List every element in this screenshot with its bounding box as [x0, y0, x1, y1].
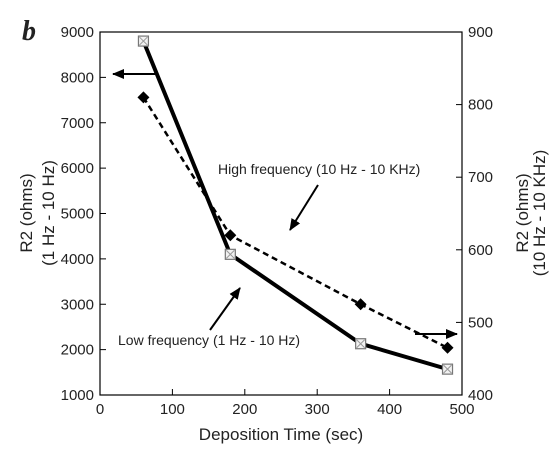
high-frequency-pointer-arrow: [289, 184, 319, 231]
x-axis-ticks: 0 100 200 300 400 500: [96, 389, 475, 418]
high-frequency-point: [137, 91, 150, 104]
y-left-axis-ticks: 1000 2000 3000 4000 5000 6000 7000 8000 9000: [61, 24, 106, 404]
y-right-tick-label: 800: [468, 97, 493, 114]
high-frequency-series-line: [142, 96, 449, 349]
y-left-tick-label: 9000: [61, 24, 94, 41]
high-frequency-point: [354, 298, 367, 311]
high-frequency-point: [441, 341, 454, 354]
series-layer: [137, 35, 454, 375]
y-left-tick-label: 6000: [61, 160, 94, 177]
y-left-tick-label: 2000: [61, 342, 94, 359]
low-frequency-pointer-arrow: [209, 287, 241, 331]
x-tick-label: 200: [232, 401, 257, 418]
high-frequency-annotation: High frequency (10 Hz - 10 KHz): [218, 161, 420, 177]
x-tick-label: 400: [377, 401, 402, 418]
x-tick-label: 500: [449, 401, 474, 418]
y-left-tick-label: 8000: [61, 69, 94, 86]
y-left-tick-label: 7000: [61, 115, 94, 132]
marker-cross-stroke: [356, 339, 365, 349]
y-right-tick-label: 700: [468, 169, 493, 186]
marker-cross-stroke: [225, 249, 235, 259]
y-right-axis-title: R2 (ohms): [513, 173, 532, 252]
y-left-tick-label: 1000: [61, 387, 94, 404]
y-left-tick-label: 5000: [61, 206, 94, 223]
y-right-tick-label: 500: [468, 314, 493, 331]
low-frequency-point: [355, 338, 367, 350]
y-right-axis-subtitle: (10 Hz - 10 KHz): [530, 150, 549, 277]
high-frequency-point: [224, 229, 237, 242]
marker-cross-stroke: [139, 36, 148, 46]
low-frequency-series-line: [141, 40, 449, 372]
x-tick-label: 100: [160, 401, 185, 418]
y-right-tick-label: 900: [468, 24, 493, 41]
y-left-tick-label: 4000: [61, 251, 94, 268]
x-axis-title: Deposition Time (sec): [199, 425, 363, 444]
low-frequency-point: [224, 248, 236, 260]
low-frequency-annotation: Low frequency (1 Hz - 10 Hz): [118, 332, 300, 348]
marker-cross-stroke: [443, 364, 452, 374]
y-right-axis-ticks: 400 500 600 700 800 900: [456, 24, 493, 404]
panel-label: b: [22, 16, 36, 47]
y-left-axis-subtitle: (1 Hz - 10 Hz): [39, 160, 58, 266]
x-tick-label: 300: [305, 401, 330, 418]
y-left-axis-title: R2 (ohms): [17, 173, 36, 252]
y-right-tick-label: 600: [468, 242, 493, 259]
x-tick-label: 0: [96, 401, 104, 418]
y-left-tick-label: 3000: [61, 296, 94, 313]
y-right-tick-label: 400: [468, 387, 493, 404]
low-frequency-point: [137, 35, 150, 47]
low-frequency-point: [441, 363, 454, 375]
